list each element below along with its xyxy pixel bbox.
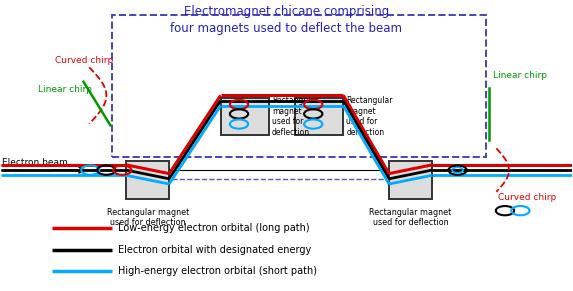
Text: Electron beam: Electron beam	[2, 158, 68, 167]
Text: Rectangular magnet
used for deflection: Rectangular magnet used for deflection	[107, 208, 189, 227]
Bar	[221, 98, 269, 135]
Text: Rectangular
magnet
used for
deflection: Rectangular magnet used for deflection	[346, 96, 393, 137]
Bar	[295, 98, 343, 135]
Text: Low-energy electron orbital (long path): Low-energy electron orbital (long path)	[118, 223, 309, 233]
Bar	[389, 162, 432, 199]
Text: Rectangular magnet
used for deflection: Rectangular magnet used for deflection	[370, 208, 452, 227]
Text: Electron orbital with designated energy: Electron orbital with designated energy	[118, 245, 311, 255]
Bar	[126, 162, 169, 199]
Text: Linear chirp: Linear chirp	[493, 72, 547, 81]
Text: Curved chirp: Curved chirp	[497, 193, 556, 202]
Text: High-energy electron orbital (short path): High-energy electron orbital (short path…	[118, 267, 317, 276]
Bar	[112, 15, 486, 157]
Text: Rectangular
magnet
used for
deflection: Rectangular magnet used for deflection	[272, 96, 319, 137]
Text: Curved chirp: Curved chirp	[55, 56, 113, 65]
Text: Linear chirp: Linear chirp	[38, 84, 92, 93]
Text: Electromagnet chicane comprising
four magnets used to deflect the beam: Electromagnet chicane comprising four ma…	[170, 5, 402, 35]
